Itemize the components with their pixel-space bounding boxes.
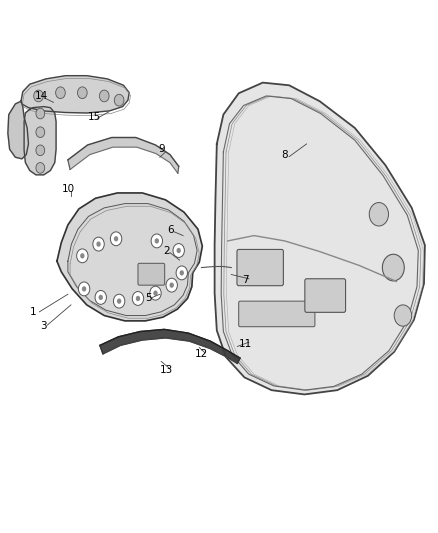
Text: 3: 3 [40, 321, 47, 331]
Circle shape [36, 163, 45, 173]
Text: 11: 11 [239, 339, 252, 349]
Circle shape [80, 253, 85, 259]
Circle shape [170, 282, 174, 288]
Circle shape [180, 270, 184, 276]
Circle shape [93, 237, 104, 251]
Circle shape [177, 248, 181, 253]
Circle shape [36, 145, 45, 156]
Circle shape [153, 290, 158, 296]
FancyBboxPatch shape [138, 263, 165, 285]
Text: 1: 1 [29, 307, 36, 317]
Circle shape [136, 296, 140, 301]
Circle shape [36, 127, 45, 138]
Circle shape [34, 90, 43, 102]
Circle shape [78, 87, 87, 99]
Circle shape [114, 236, 118, 241]
Circle shape [36, 108, 45, 119]
FancyBboxPatch shape [237, 249, 283, 286]
Text: 13: 13 [160, 366, 173, 375]
FancyBboxPatch shape [305, 279, 346, 312]
Circle shape [166, 278, 177, 292]
FancyBboxPatch shape [239, 301, 315, 327]
Circle shape [95, 290, 106, 304]
Circle shape [56, 87, 65, 99]
Circle shape [96, 241, 101, 247]
Circle shape [99, 295, 103, 300]
Polygon shape [100, 329, 240, 364]
Circle shape [117, 298, 121, 304]
Circle shape [78, 282, 90, 296]
Circle shape [77, 249, 88, 263]
Text: 14: 14 [35, 91, 48, 101]
Text: 7: 7 [242, 275, 249, 285]
Circle shape [99, 90, 109, 102]
Text: 12: 12 [195, 350, 208, 359]
Circle shape [113, 294, 125, 308]
Circle shape [176, 266, 187, 280]
Circle shape [114, 94, 124, 106]
Text: 10: 10 [61, 184, 74, 194]
Circle shape [82, 286, 86, 292]
Polygon shape [21, 76, 129, 113]
Polygon shape [8, 101, 28, 159]
Circle shape [394, 305, 412, 326]
Text: 15: 15 [88, 112, 101, 122]
Text: 2: 2 [163, 246, 170, 255]
Text: 5: 5 [145, 294, 152, 303]
Circle shape [150, 286, 161, 300]
Circle shape [173, 244, 184, 257]
Text: 8: 8 [281, 150, 288, 159]
Polygon shape [24, 107, 56, 175]
Circle shape [382, 254, 404, 281]
Circle shape [369, 203, 389, 226]
Text: 9: 9 [159, 144, 166, 154]
Polygon shape [57, 193, 202, 321]
Circle shape [151, 234, 162, 248]
Circle shape [110, 232, 122, 246]
Circle shape [132, 292, 144, 305]
Text: 6: 6 [167, 225, 174, 235]
Polygon shape [68, 138, 179, 173]
Polygon shape [215, 83, 425, 394]
Circle shape [155, 238, 159, 244]
